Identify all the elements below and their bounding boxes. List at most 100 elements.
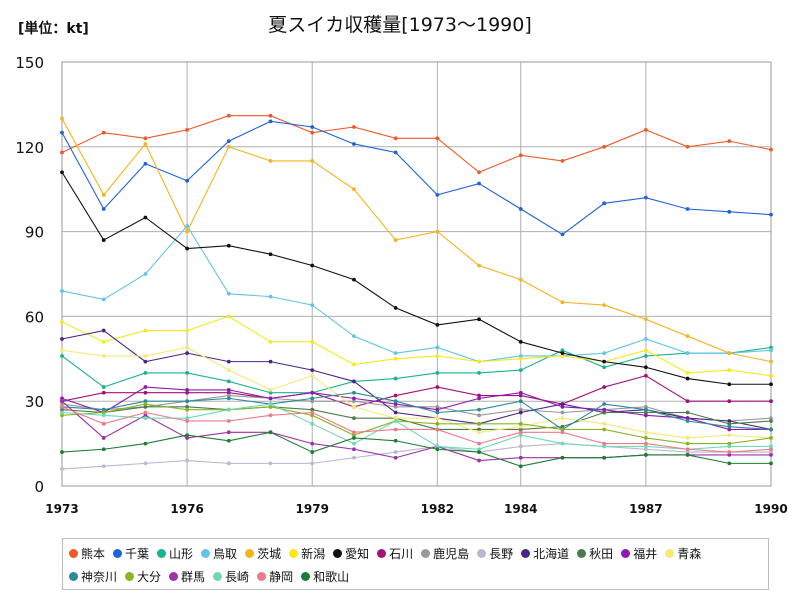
series-lines (60, 113, 773, 471)
data-point (602, 444, 607, 449)
data-point (477, 407, 481, 412)
data-point (143, 142, 148, 146)
data-point (769, 419, 773, 423)
data-point (769, 450, 773, 454)
data-point (769, 373, 773, 378)
legend-marker (213, 572, 223, 581)
data-point (310, 368, 315, 373)
data-point (769, 447, 773, 452)
data-point (185, 404, 190, 409)
series-静岡 (60, 404, 773, 454)
data-point (643, 436, 648, 440)
data-point (226, 430, 231, 435)
data-point (518, 399, 523, 404)
data-point (560, 441, 565, 446)
data-point (769, 147, 773, 152)
data-point (518, 433, 523, 438)
legend-label: 群馬 (181, 570, 206, 584)
legend-marker (113, 549, 123, 558)
legend-marker (245, 549, 255, 558)
data-point (101, 447, 106, 452)
legend-marker (621, 549, 631, 558)
data-point (643, 441, 648, 446)
data-point (60, 404, 64, 409)
data-point (226, 139, 231, 144)
data-point (352, 187, 356, 192)
data-point (518, 455, 523, 460)
data-point (226, 407, 231, 412)
data-point (560, 351, 565, 356)
plot-area-border (61, 61, 772, 487)
data-point (643, 404, 648, 409)
legend-item: 熊本 (69, 542, 105, 565)
data-point (393, 419, 398, 423)
y-tick-label: 150 (15, 54, 44, 72)
data-point (477, 359, 481, 364)
data-point (435, 421, 440, 426)
data-point (143, 402, 148, 406)
data-point (60, 130, 64, 135)
data-point (393, 410, 398, 415)
data-point (727, 368, 732, 373)
series-群馬 (60, 399, 773, 463)
data-point (602, 144, 607, 149)
legend-marker (69, 572, 78, 581)
data-point (268, 413, 273, 418)
data-point (685, 450, 690, 454)
data-point (643, 337, 648, 341)
data-point (518, 421, 523, 426)
series-line (61, 171, 771, 385)
data-point (268, 387, 273, 392)
data-point (685, 419, 690, 423)
x-tick-label: 1979 (296, 502, 329, 516)
legend-marker (125, 572, 135, 581)
legend-item: 長野 (477, 542, 513, 565)
data-point (60, 399, 64, 404)
data-point (727, 139, 732, 144)
data-point (477, 413, 481, 418)
data-point (393, 438, 398, 443)
data-point (602, 351, 607, 356)
data-point (226, 113, 231, 118)
data-point (143, 328, 148, 333)
data-point (101, 436, 106, 440)
data-point (435, 385, 440, 389)
data-point (143, 410, 148, 415)
data-point (143, 461, 148, 466)
data-point (560, 348, 565, 353)
legend-marker (333, 549, 343, 558)
data-point (643, 127, 648, 132)
legend-marker (377, 549, 387, 558)
series-茨城 (60, 116, 773, 364)
data-point (352, 441, 356, 446)
x-tick-label: 1984 (504, 502, 537, 516)
data-point (477, 263, 481, 268)
data-point (518, 368, 523, 373)
legend-label: 北海道 (533, 547, 570, 561)
data-point (685, 416, 690, 421)
data-point (268, 119, 273, 124)
data-point (226, 243, 231, 248)
legend-marker (289, 549, 299, 558)
data-point (393, 404, 398, 409)
data-point (101, 130, 106, 135)
data-point (268, 113, 273, 118)
data-point (685, 410, 690, 415)
series-line (61, 443, 771, 470)
data-point (435, 345, 440, 350)
data-point (643, 410, 648, 415)
data-point (560, 159, 565, 163)
series-新潟 (60, 314, 773, 378)
data-point (518, 207, 523, 211)
data-point (602, 455, 607, 460)
data-point (226, 314, 231, 319)
legend-item: 山形 (157, 542, 193, 565)
series-line (61, 225, 772, 363)
data-point (393, 351, 398, 356)
y-tick-label: 60 (25, 308, 44, 326)
data-point (643, 373, 648, 378)
data-point (685, 441, 690, 446)
data-point (60, 150, 64, 155)
data-point (143, 161, 148, 166)
data-point (352, 430, 356, 435)
